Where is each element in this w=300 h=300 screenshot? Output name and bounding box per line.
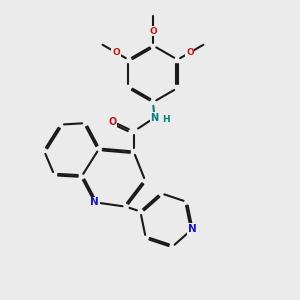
Text: N: N (150, 113, 158, 123)
Text: O: O (112, 48, 120, 57)
Text: H: H (163, 115, 170, 124)
Text: N: N (90, 197, 99, 207)
Text: O: O (149, 27, 157, 36)
Text: O: O (186, 48, 194, 57)
Text: O: O (109, 117, 117, 127)
Text: N: N (188, 224, 197, 234)
